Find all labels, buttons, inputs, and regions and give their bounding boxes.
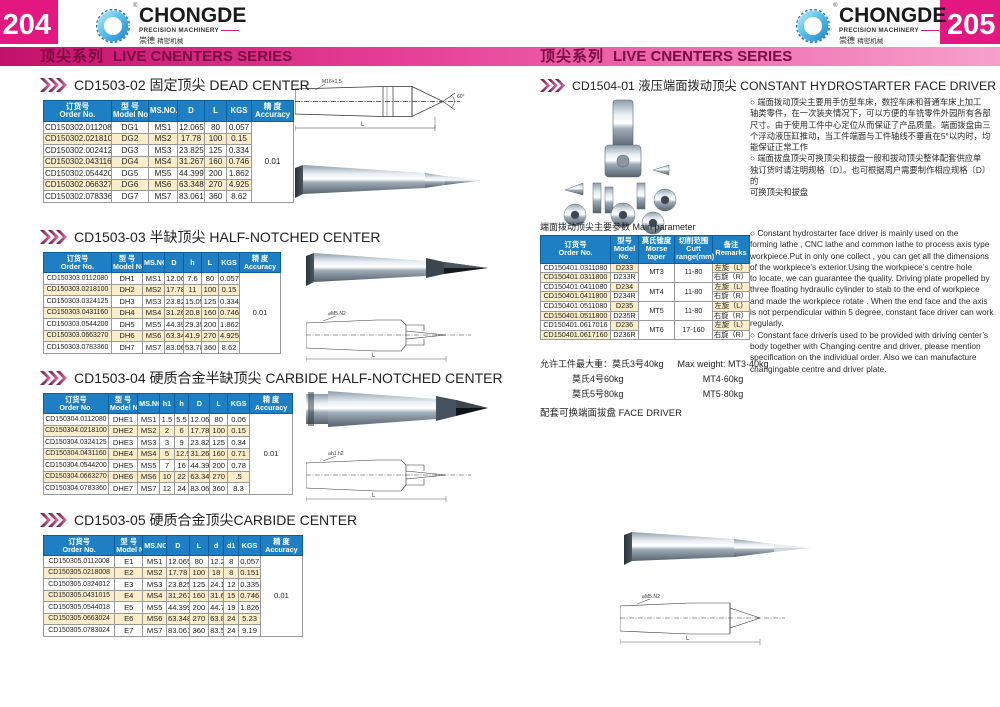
svg-text:L: L xyxy=(361,122,365,128)
svg-text:60°: 60° xyxy=(457,94,465,100)
svg-text:M16×1.5: M16×1.5 xyxy=(322,79,342,85)
svg-text:⌀M5.N2: ⌀M5.N2 xyxy=(328,311,346,317)
svg-text:L: L xyxy=(372,493,376,499)
svg-text:L: L xyxy=(686,636,690,642)
svg-text:L: L xyxy=(372,353,376,359)
svg-text:⌀M5.N2: ⌀M5.N2 xyxy=(642,594,660,600)
